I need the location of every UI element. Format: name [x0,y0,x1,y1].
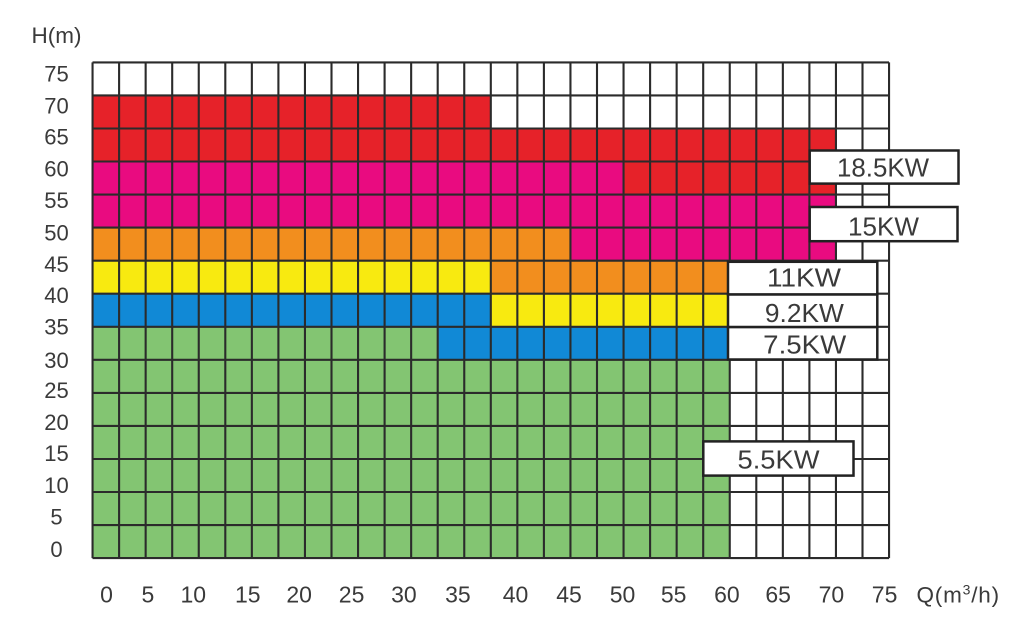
svg-text:65: 65 [44,125,68,150]
svg-text:70: 70 [44,94,68,119]
svg-text:10: 10 [181,582,207,608]
svg-text:75: 75 [44,61,68,86]
svg-text:40: 40 [503,582,529,608]
svg-text:5: 5 [142,582,155,608]
svg-text:55: 55 [661,582,687,608]
svg-text:40: 40 [44,283,68,308]
svg-text:25: 25 [339,582,365,608]
svg-text:45: 45 [556,582,582,608]
svg-text:20: 20 [44,410,68,435]
svg-text:H(m): H(m) [32,23,82,48]
svg-text:60: 60 [714,582,740,608]
svg-text:15KW: 15KW [848,212,919,242]
svg-text:35: 35 [44,315,68,340]
svg-text:5: 5 [50,505,62,530]
svg-text:11KW: 11KW [767,262,841,292]
svg-text:70: 70 [819,582,845,608]
svg-text:20: 20 [286,582,312,608]
svg-text:9.2KW: 9.2KW [765,298,844,328]
svg-text:55: 55 [44,188,68,213]
svg-text:15: 15 [44,441,68,466]
svg-text:Q(m3/h): Q(m3/h) [917,582,1000,608]
svg-text:0: 0 [50,537,62,562]
svg-text:5.5KW: 5.5KW [738,444,820,474]
svg-text:18.5KW: 18.5KW [837,152,929,182]
svg-text:75: 75 [872,582,898,608]
svg-text:30: 30 [391,582,417,608]
svg-text:65: 65 [765,582,791,608]
svg-text:15: 15 [235,582,261,608]
svg-text:10: 10 [44,473,68,498]
svg-text:30: 30 [44,348,68,373]
svg-text:0: 0 [100,582,113,608]
svg-text:50: 50 [44,220,68,245]
svg-text:45: 45 [44,252,68,277]
svg-text:25: 25 [44,378,68,403]
svg-text:35: 35 [445,582,471,608]
svg-text:7.5KW: 7.5KW [763,329,846,359]
svg-text:60: 60 [44,157,68,182]
svg-text:50: 50 [610,582,636,608]
